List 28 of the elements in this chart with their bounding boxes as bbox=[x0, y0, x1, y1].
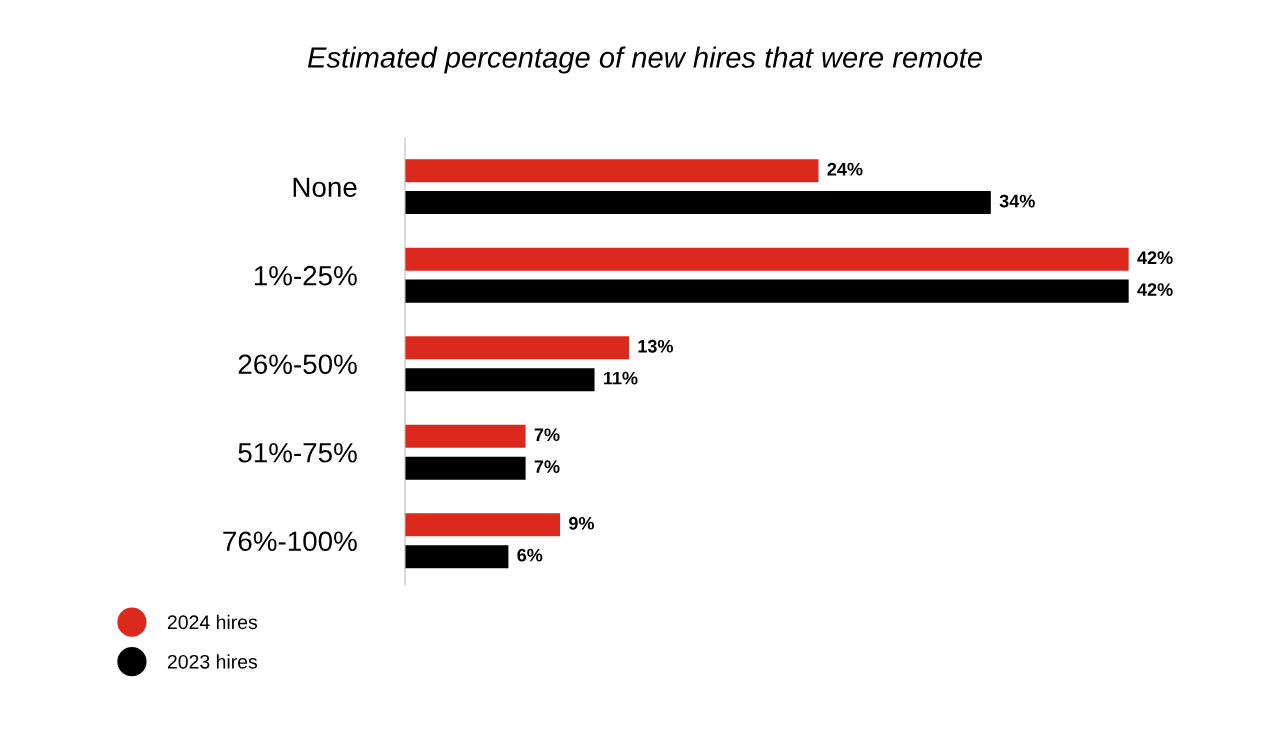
data-label: 34% bbox=[999, 194, 1035, 208]
y-tick-label: None bbox=[293, 177, 357, 198]
legend-label: 2024 hires bbox=[167, 614, 258, 630]
bar bbox=[405, 247, 1129, 271]
data-label: 11% bbox=[604, 371, 638, 385]
data-label: 7% bbox=[534, 460, 560, 473]
data-label: 24% bbox=[827, 162, 863, 176]
data-label: 13% bbox=[638, 339, 673, 353]
data-label: 42% bbox=[1137, 283, 1173, 296]
bar bbox=[405, 545, 509, 569]
bar bbox=[405, 279, 1129, 303]
y-tick-label: 76%-100% bbox=[223, 531, 357, 552]
data-label: 9% bbox=[569, 516, 595, 530]
data-label: 42% bbox=[1137, 251, 1173, 265]
legend-label: 2023 hires bbox=[167, 654, 258, 669]
chart-title: Estimated percentage of new hires that were remote bbox=[307, 46, 982, 74]
bar bbox=[405, 368, 595, 392]
bar bbox=[405, 513, 561, 537]
y-tick-label: 26%-50% bbox=[238, 354, 357, 375]
bar bbox=[405, 159, 819, 183]
bar bbox=[405, 456, 526, 480]
y-tick-label: 51%-75% bbox=[238, 443, 357, 463]
bar bbox=[405, 336, 629, 360]
data-label: 7% bbox=[534, 428, 560, 442]
data-label: 6% bbox=[517, 548, 543, 562]
bar bbox=[405, 191, 991, 215]
y-tick-label: 1%-25% bbox=[254, 265, 357, 286]
bar bbox=[405, 424, 526, 448]
